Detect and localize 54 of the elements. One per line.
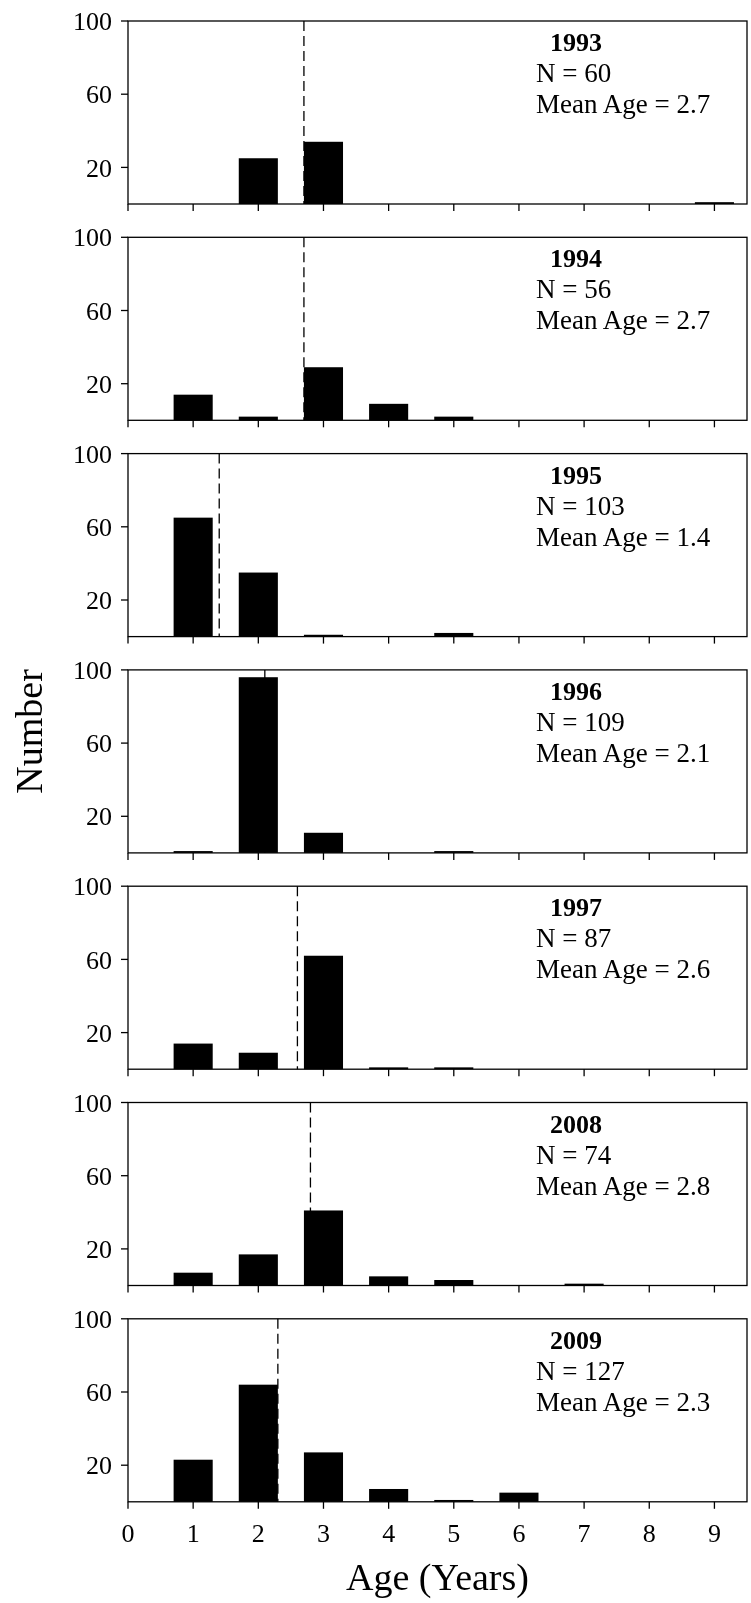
y-tick-label: 20 — [86, 1018, 112, 1048]
y-tick-label: 20 — [86, 586, 112, 616]
annotation: 1995 — [550, 460, 602, 490]
y-tick-label: 100 — [73, 1088, 112, 1118]
annotation: Mean Age = 2.7 — [536, 305, 711, 336]
y-tick-label: 100 — [73, 656, 112, 685]
x-tick-label: 7 — [577, 1518, 591, 1548]
annotation: 1993 — [550, 28, 602, 57]
annotation: Mean Age = 1.4 — [536, 521, 711, 552]
annotation: 2009 — [550, 1325, 602, 1355]
annotation: 1996 — [550, 676, 602, 706]
annotation: N = 74 — [536, 1139, 612, 1170]
annotation: 1997 — [550, 893, 602, 923]
y-axis-title: Number — [8, 668, 50, 794]
annotation: N = 87 — [536, 923, 612, 954]
y-tick-label: 20 — [86, 1235, 112, 1264]
y-tick-label: 60 — [86, 945, 112, 975]
x-tick-label: 3 — [316, 1518, 330, 1548]
y-tick-label: 100 — [73, 223, 112, 253]
y-tick-label: 100 — [73, 439, 112, 469]
y-tick-label: 60 — [86, 729, 112, 759]
annotation: 1994 — [550, 244, 602, 274]
x-tick-label: 1 — [186, 1518, 200, 1548]
x-axis-title: Age (Years) — [346, 1555, 529, 1599]
x-tick-label: 0 — [121, 1518, 135, 1548]
annotation: 2008 — [550, 1109, 602, 1139]
y-tick-label: 20 — [86, 369, 112, 399]
x-tick-label: 9 — [707, 1518, 721, 1548]
annotation: N = 56 — [536, 274, 612, 305]
x-tick-label: 4 — [382, 1518, 396, 1548]
y-tick-label: 100 — [73, 872, 112, 902]
annotation: N = 103 — [536, 490, 625, 521]
annotation: Mean Age = 2.1 — [536, 737, 711, 768]
annotation: N = 109 — [536, 706, 625, 737]
y-tick-label: 100 — [73, 1304, 112, 1334]
x-tick-label: 5 — [447, 1518, 461, 1548]
annotation: N = 127 — [536, 1355, 625, 1386]
y-tick-label: 60 — [86, 1378, 112, 1408]
annotation: Mean Age = 2.7 — [536, 89, 711, 119]
y-tick-label: 20 — [86, 802, 112, 832]
annotation: Mean Age = 2.3 — [536, 1386, 711, 1417]
y-tick-label: 20 — [86, 153, 112, 183]
annotation: N = 60 — [536, 58, 612, 88]
annotation: Mean Age = 2.8 — [536, 1170, 711, 1201]
y-tick-label: 60 — [86, 296, 112, 326]
x-tick-label: 2 — [251, 1518, 265, 1548]
x-tick-label: 6 — [512, 1518, 526, 1548]
y-tick-label: 60 — [86, 1161, 112, 1191]
y-tick-label: 60 — [86, 512, 112, 542]
y-tick-label: 100 — [73, 7, 112, 37]
y-tick-label: 60 — [86, 80, 112, 110]
annotation: Mean Age = 2.6 — [536, 954, 711, 985]
y-tick-label: 20 — [86, 1451, 112, 1481]
x-tick-label: 8 — [642, 1518, 656, 1548]
